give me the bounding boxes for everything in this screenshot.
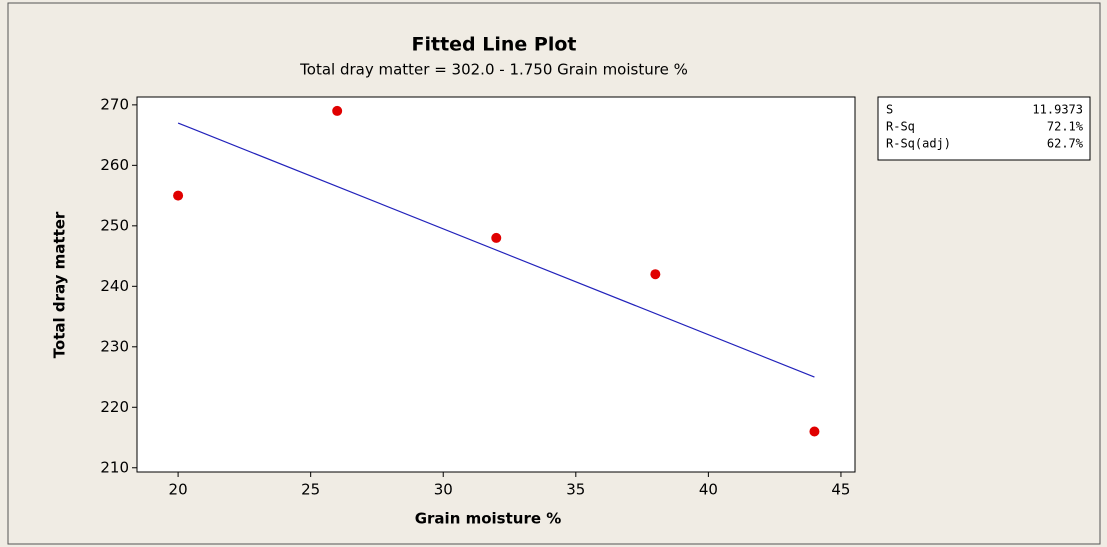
x-tick-label: 20 (169, 481, 188, 499)
x-tick-label: 40 (699, 481, 718, 499)
point (809, 426, 820, 437)
y-tick-label: 240 (100, 277, 129, 295)
chart-title: Fitted Line Plot (412, 34, 577, 56)
x-tick-label: 35 (566, 481, 585, 499)
point (650, 269, 661, 280)
stat-value: 62.7% (1047, 137, 1084, 151)
stat-label: R-Sq (886, 120, 915, 134)
stats-box (877, 96, 1091, 161)
stat-label: R-Sq(adj) (886, 137, 951, 151)
y-tick-label: 210 (100, 458, 129, 476)
point (332, 105, 343, 116)
y-tick-label: 270 (100, 95, 129, 113)
plot-area (136, 96, 856, 473)
x-tick-label: 30 (434, 481, 453, 499)
point (491, 232, 502, 243)
x-tick-label: 25 (301, 481, 320, 499)
point (173, 190, 184, 201)
stat-value: 11.9373 (1032, 103, 1083, 117)
y-axis-label: Total dray matter (51, 211, 69, 358)
stat-label: S (886, 103, 893, 117)
stat-value: 72.1% (1047, 120, 1084, 134)
x-axis-label: Grain moisture % (415, 510, 562, 528)
x-tick-label: 45 (831, 481, 850, 499)
fit-line (177, 122, 815, 378)
y-tick-label: 230 (100, 337, 129, 355)
y-tick-label: 220 (100, 398, 129, 416)
y-tick-label: 260 (100, 156, 129, 174)
y-tick-label: 250 (100, 216, 129, 234)
chart-subtitle: Total dray matter = 302.0 - 1.750 Grain … (299, 61, 688, 79)
